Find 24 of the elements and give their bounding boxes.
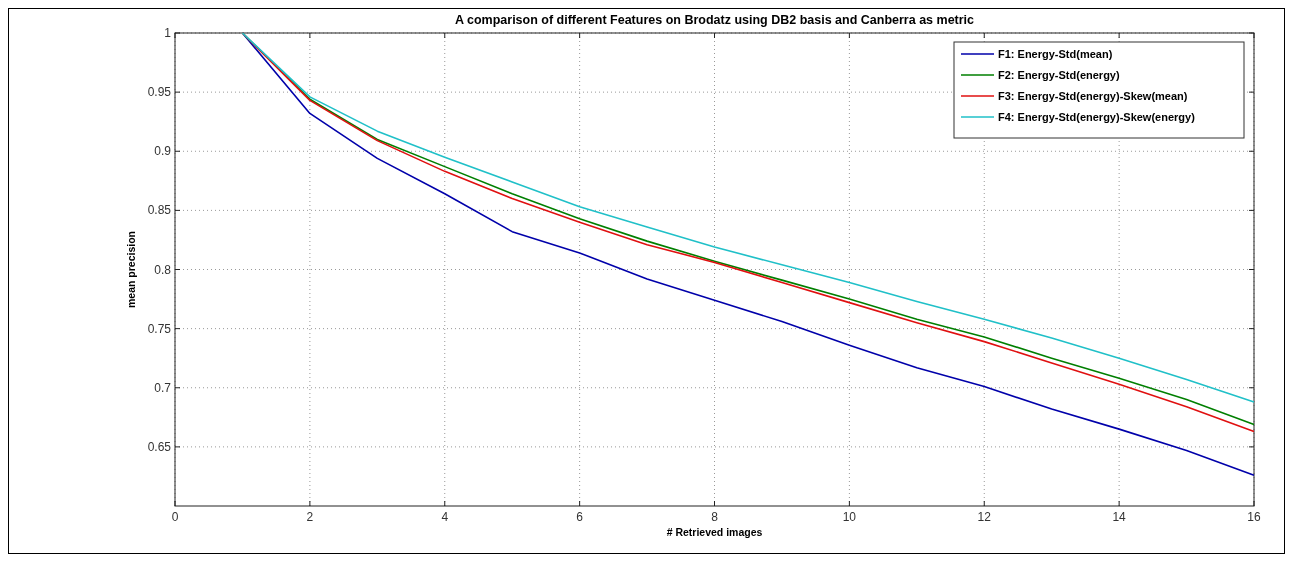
x-tick-label: 14 bbox=[1112, 510, 1127, 524]
x-tick-label: 10 bbox=[842, 510, 857, 524]
y-tick-label: 0.95 bbox=[147, 85, 172, 100]
x-tick-label: 0 bbox=[171, 510, 179, 524]
y-tick-label: 0.85 bbox=[147, 203, 172, 218]
y-axis-title: mean precision bbox=[125, 230, 137, 309]
chart-title: A comparison of different Features on Brodatz using DB2 basis and Canberra as metric bbox=[454, 13, 975, 27]
x-tick-label: 12 bbox=[977, 510, 992, 524]
x-tick-label: 6 bbox=[576, 510, 584, 524]
x-tick-label: 4 bbox=[441, 510, 449, 524]
x-tick-label: 8 bbox=[711, 510, 719, 524]
y-tick-label: 1 bbox=[164, 26, 172, 40]
x-axis-title: # Retrieved images bbox=[666, 526, 763, 538]
y-tick-label: 0.8 bbox=[154, 262, 172, 277]
legend-label: F4: Energy-Std(energy)-Skew(energy) bbox=[998, 111, 1196, 123]
y-tick-label: 0.65 bbox=[147, 439, 172, 454]
legend-label: F2: Energy-Std(energy) bbox=[998, 69, 1120, 81]
x-tick-label: 2 bbox=[306, 510, 314, 524]
legend-label: F3: Energy-Std(energy)-Skew(mean) bbox=[998, 90, 1188, 102]
y-tick-label: 0.75 bbox=[147, 321, 172, 336]
y-tick-label: 0.9 bbox=[154, 144, 172, 159]
y-tick-label: 0.7 bbox=[154, 380, 172, 395]
x-tick-label: 16 bbox=[1247, 510, 1261, 524]
legend-label: F1: Energy-Std(mean) bbox=[998, 48, 1113, 60]
